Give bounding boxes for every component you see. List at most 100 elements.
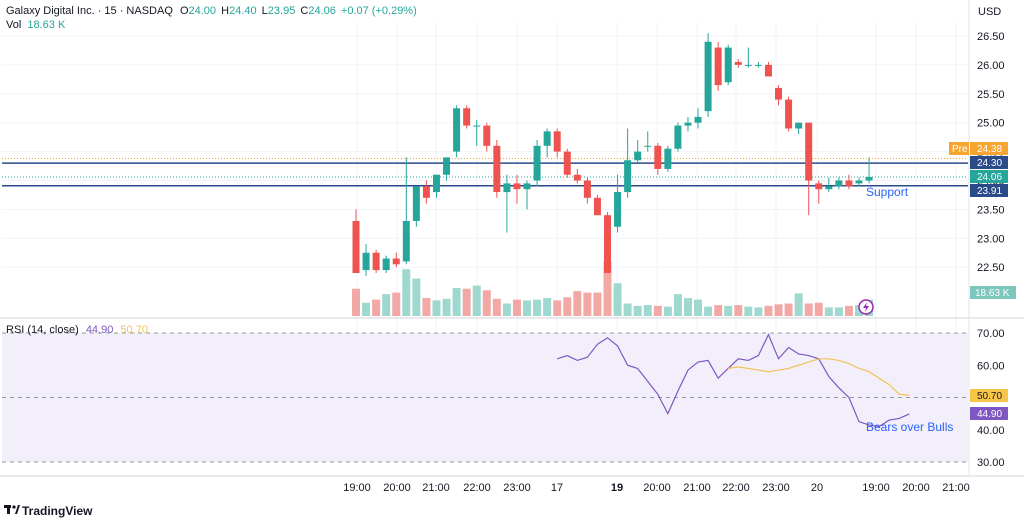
volume-bar	[472, 285, 481, 316]
candle-body	[734, 62, 742, 65]
volume-bar	[372, 299, 381, 316]
volume-bar	[492, 298, 501, 316]
volume-value: 18.63 K	[27, 19, 66, 31]
candle-body	[463, 108, 471, 126]
volume-bars	[352, 261, 874, 316]
candle-body	[352, 220, 360, 273]
pre-price-text: 24.38	[977, 144, 1002, 155]
volume-label: Vol	[6, 19, 22, 31]
volume-legend[interactable]: Vol 18.63 K	[6, 19, 65, 31]
rsi-ma-tag	[970, 389, 1008, 402]
pre-label-tag	[949, 142, 969, 155]
rsi-ma-legend-value: 50.70	[120, 324, 148, 336]
candle-body	[543, 131, 551, 146]
volume-bar	[512, 299, 521, 316]
candle-body	[412, 186, 420, 221]
time-tick-label: 20:00	[902, 482, 930, 494]
candle-body	[775, 88, 783, 100]
high-label: H	[221, 5, 230, 17]
volume-bar	[452, 287, 461, 316]
candle-body	[825, 186, 833, 190]
currency-label[interactable]: USD	[978, 6, 1002, 18]
open-label: O	[179, 5, 189, 17]
volume-bar	[543, 298, 552, 316]
candle-body	[563, 151, 571, 175]
candle-body	[764, 64, 772, 77]
low-label: L	[261, 5, 268, 17]
price-tick-label: 23.00	[977, 233, 1005, 245]
volume-bar	[744, 306, 753, 316]
volume-bar	[734, 305, 743, 316]
volume-bar	[814, 302, 823, 316]
volume-bar	[482, 290, 491, 316]
candle-body	[523, 183, 531, 190]
volume-value-text: 18.63 K	[975, 288, 1010, 299]
tradingview-logo-icon	[4, 505, 20, 514]
candle-body	[805, 122, 813, 181]
volume-bar	[593, 292, 602, 316]
rsi-panel	[2, 332, 968, 463]
rsi-tick-label: 30.00	[977, 457, 1005, 469]
axes: 26.5026.0025.5025.0024.5024.0023.5023.00…	[343, 31, 1004, 494]
candle-body	[553, 131, 561, 152]
candle-body	[654, 145, 662, 169]
time-tick-label: 19:00	[862, 482, 890, 494]
price-tick-label: 25.00	[977, 118, 1005, 130]
tradingview-brand[interactable]: TradingView	[22, 504, 93, 518]
time-tick-label: 17	[551, 482, 563, 494]
rsi-ma-text: 50.70	[977, 391, 1002, 402]
close-value: 24.06	[308, 5, 336, 17]
volume-bar	[553, 300, 562, 316]
support-resistance-lines[interactable]	[2, 162, 968, 187]
volume-bar	[583, 292, 592, 316]
symbol-legend[interactable]: Galaxy Digital Inc. · 15 · NASDAQ O24.00…	[6, 5, 417, 17]
high-value: 24.40	[229, 5, 257, 17]
time-tick-label: 21:00	[422, 482, 450, 494]
symbol-title: Galaxy Digital Inc. · 15 · NASDAQ	[6, 5, 173, 17]
candle-body	[744, 64, 752, 66]
volume-bar	[502, 303, 511, 316]
candle-body	[694, 116, 702, 123]
time-tick-label: 20:00	[383, 482, 411, 494]
volume-bar	[573, 291, 582, 316]
rsi-tick-label: 60.00	[977, 360, 1005, 372]
volume-value-tag	[970, 286, 1016, 299]
candle-body	[593, 197, 601, 216]
rsi-legend[interactable]: RSI (14, close) 44.90 50.70	[6, 324, 148, 336]
last-price-text: 24.06	[977, 172, 1002, 183]
candle-body	[422, 186, 430, 198]
resistance-price-text: 24.30	[977, 158, 1002, 169]
volume-bar	[523, 300, 532, 316]
candle-body	[604, 215, 611, 273]
volume-bar	[422, 298, 431, 316]
volume-bar	[533, 299, 542, 316]
volume-bar	[412, 278, 421, 316]
time-tick-label: 22:00	[722, 482, 750, 494]
rsi-legend-value: 44.90	[85, 324, 114, 336]
candle-body	[634, 151, 642, 161]
time-tick-label: 20	[811, 482, 823, 494]
volume-bar	[724, 305, 733, 316]
time-tick-label: 21:00	[683, 482, 711, 494]
volume-bar	[623, 303, 632, 316]
time-tick-label: 23:00	[503, 482, 531, 494]
bears-annotation: Bears over Bulls	[866, 420, 953, 434]
candle-body	[644, 145, 652, 147]
lightning-icon[interactable]	[858, 299, 874, 315]
candle-body	[432, 174, 440, 193]
volume-bar	[683, 298, 692, 316]
pre-label-text: Pre	[952, 144, 968, 155]
candle-body	[392, 258, 400, 265]
candle-body	[785, 99, 793, 129]
price-tick-label: 26.00	[977, 60, 1005, 72]
candle-body	[865, 177, 873, 181]
volume-bar	[663, 306, 672, 316]
candle-body	[483, 125, 491, 146]
pre-price-tag	[970, 142, 1008, 155]
close-label: C	[300, 5, 309, 17]
candle-body	[684, 122, 692, 126]
volume-bar	[643, 305, 652, 316]
volume-bar	[804, 303, 813, 316]
volume-bar	[824, 307, 833, 316]
